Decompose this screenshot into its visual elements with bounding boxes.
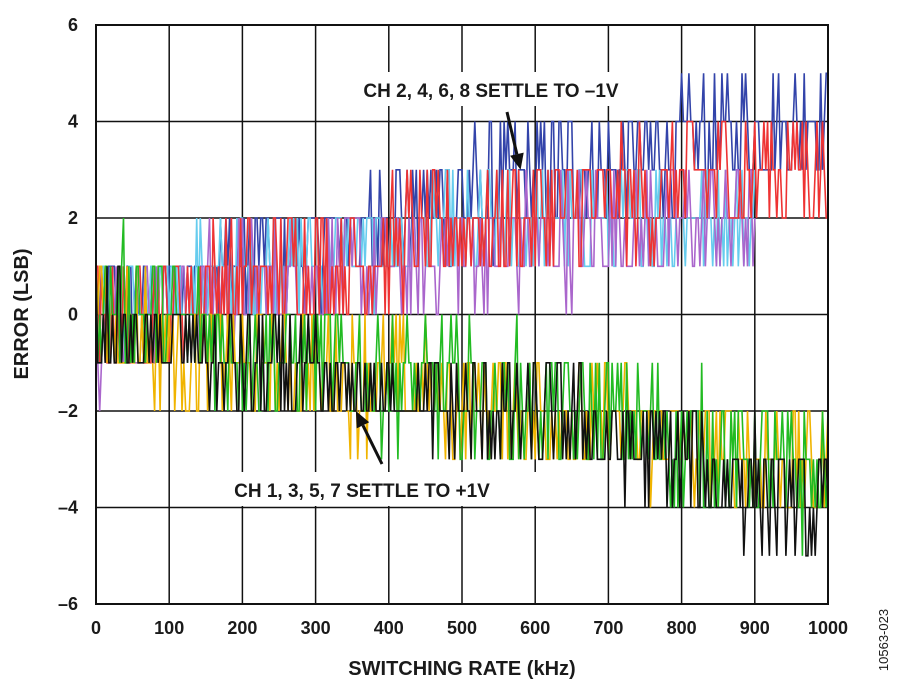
y-tick-label-4: –2 bbox=[58, 401, 78, 421]
series-trace-6 bbox=[95, 265, 829, 557]
annotation-top-arrow bbox=[505, 111, 519, 155]
x-tick-label-1: 100 bbox=[154, 618, 184, 638]
annotation-bottom-label: CH 1, 3, 5, 7 SETTLE TO +1V bbox=[234, 481, 490, 502]
annotation-top-label: CH 2, 4, 6, 8 SETTLE TO –1V bbox=[363, 81, 619, 102]
annotation-bottom-arrowhead bbox=[355, 411, 370, 429]
y-tick-label-0: 6 bbox=[68, 15, 78, 35]
y-axis-title: ERROR (LSB) bbox=[11, 248, 33, 379]
x-tick-label-3: 300 bbox=[301, 618, 331, 638]
annotation-top-bg bbox=[322, 72, 660, 106]
x-tick-label-10: 1000 bbox=[808, 618, 848, 638]
x-tick-label-5: 500 bbox=[447, 618, 477, 638]
series-trace-3 bbox=[96, 120, 828, 364]
x-tick-label-4: 400 bbox=[374, 618, 404, 638]
series-traces bbox=[95, 72, 829, 557]
y-tick-label-2: 2 bbox=[68, 208, 78, 228]
x-axis-title: SWITCHING RATE (kHz) bbox=[348, 658, 575, 680]
y-tick-label-5: –4 bbox=[58, 498, 78, 518]
annotation-bottom-arrow bbox=[361, 424, 384, 465]
x-tick-label-2: 200 bbox=[227, 618, 257, 638]
figure-id: 10563-023 bbox=[876, 609, 891, 671]
annotations: CH 2, 4, 6, 8 SETTLE TO –1V CH 1, 3, 5, … bbox=[188, 72, 660, 506]
y-tick-label-6: –6 bbox=[58, 594, 78, 614]
y-tick-label-3: 0 bbox=[68, 305, 78, 325]
plot-frame bbox=[95, 24, 829, 605]
x-tick-label-6: 600 bbox=[520, 618, 550, 638]
x-tick-label-9: 900 bbox=[740, 618, 770, 638]
x-tick-label-7: 700 bbox=[593, 618, 623, 638]
annotation-top-arrowhead bbox=[510, 152, 524, 170]
y-tick-label-1: 4 bbox=[68, 112, 78, 132]
y-tick-labels: 6 4 2 0 –2 –4 –6 bbox=[58, 15, 78, 614]
x-tick-label-0: 0 bbox=[91, 618, 101, 638]
annotation-bottom-bg bbox=[188, 472, 538, 506]
x-tick-label-8: 800 bbox=[667, 618, 697, 638]
x-tick-labels: 0 100 200 300 400 500 600 700 800 900 1000 bbox=[91, 618, 848, 638]
